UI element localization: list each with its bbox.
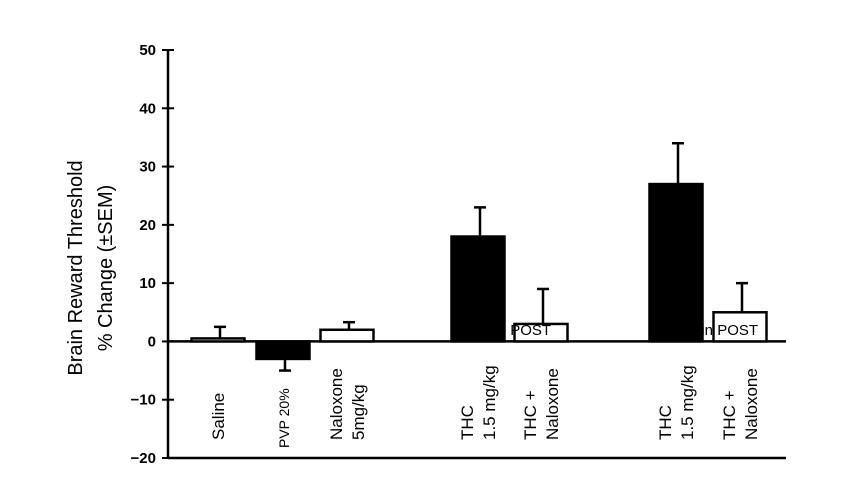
y-tick-label: 10	[139, 275, 156, 292]
bar	[255, 340, 311, 361]
y-tick-label: −10	[131, 392, 156, 409]
y-tick-label: 30	[139, 159, 156, 176]
category-label-line: THC +	[521, 390, 540, 440]
annotation-15-min-post: 15 min POST	[461, 322, 551, 339]
y-tick-label: 40	[139, 100, 156, 117]
y-tick-label: 0	[148, 333, 156, 350]
y-tick-label: −20	[131, 450, 156, 467]
category-label-line: THC +	[720, 390, 739, 440]
category-label-line: 5mg/kg	[349, 384, 368, 440]
annotation-30-min-post: 30 min POST	[668, 322, 758, 339]
category-label: THC + Naloxone	[521, 368, 562, 440]
y-tick-label: 50	[139, 42, 156, 59]
category-label: Naloxone 5mg/kg	[327, 368, 368, 440]
bars	[190, 142, 768, 372]
category-label-line: 1.5 mg/kg	[480, 365, 499, 440]
bar	[513, 322, 569, 343]
bar	[190, 337, 246, 343]
bar	[712, 311, 768, 343]
bar	[648, 182, 704, 343]
category-labels: Saline PVP 20% Naloxone 5mg/kg THC 1.5 mg/kg T…	[209, 365, 761, 448]
category-label-line: Naloxone	[543, 368, 562, 440]
category-label-line: Naloxone	[742, 368, 761, 440]
category-label-line: 1.5 mg/kg	[678, 365, 697, 440]
category-label: THC + Naloxone	[720, 368, 761, 440]
category-label: PVP 20%	[276, 388, 292, 448]
y-tick-label: 20	[139, 217, 156, 234]
category-label: THC 1.5 mg/kg	[458, 365, 499, 440]
y-axis-label-line-2: % Change (±SEM)	[95, 185, 117, 352]
category-label-line: PVP 20%	[276, 388, 292, 448]
bar	[319, 328, 375, 343]
category-label: THC 1.5 mg/kg	[656, 365, 697, 440]
y-axis-label: Brain Reward Threshold % Change (±SEM)	[65, 160, 117, 375]
category-label-line: THC	[656, 405, 675, 440]
category-label-line: Naloxone	[327, 368, 346, 440]
bar	[450, 235, 506, 343]
category-label-line: Saline	[209, 393, 228, 440]
y-axis-label-line-1: Brain Reward Threshold	[65, 160, 87, 375]
category-label-line: THC	[458, 405, 477, 440]
category-label: Saline	[209, 393, 228, 440]
